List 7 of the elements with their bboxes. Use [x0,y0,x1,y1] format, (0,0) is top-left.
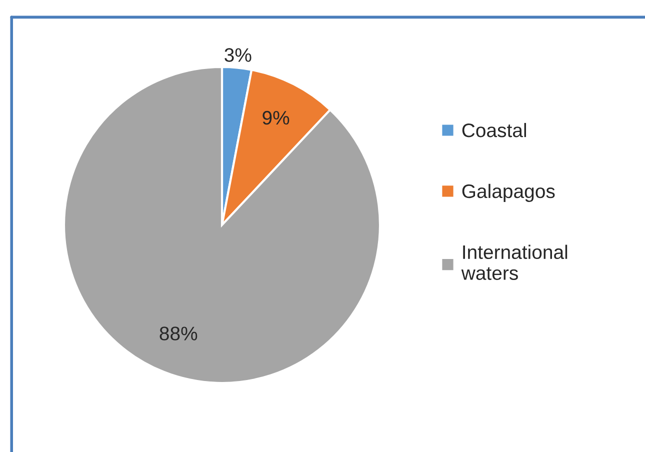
legend-label: International waters [461,244,568,280]
pie-slice [62,66,382,384]
legend-label: Coastal [462,122,526,138]
data-label: 3% [224,48,252,62]
legend-label: Galapagos [462,184,555,202]
data-label: 88% [160,326,198,340]
data-label: 9% [262,110,290,125]
